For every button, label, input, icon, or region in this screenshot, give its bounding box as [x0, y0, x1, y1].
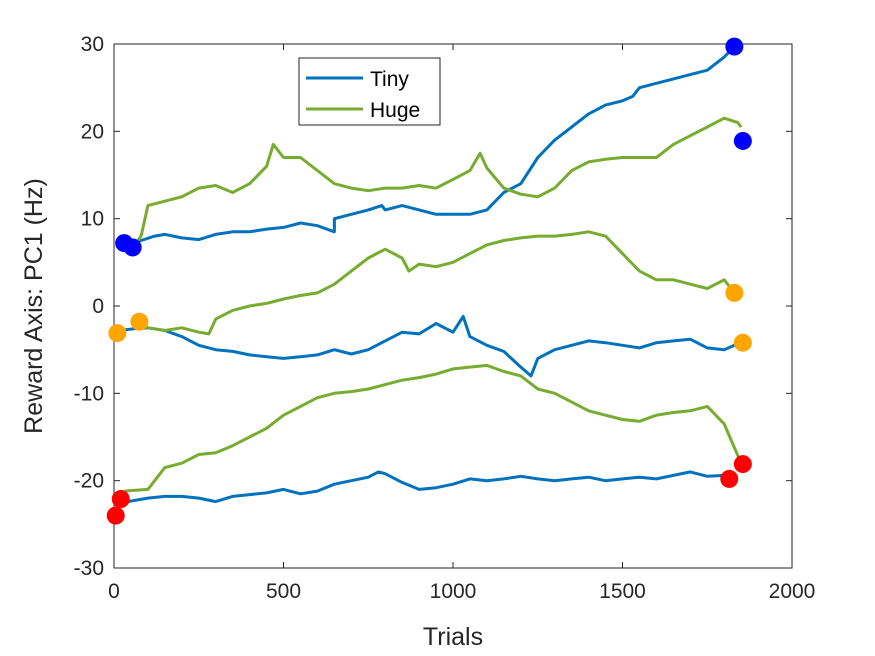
y-tick-label: 20 — [81, 120, 104, 143]
legend-label-tiny: Tiny — [370, 68, 409, 91]
end-marker — [733, 455, 752, 474]
y-tick-label: 30 — [81, 33, 104, 56]
start-marker — [123, 238, 142, 257]
series-line-huge — [137, 230, 736, 336]
start-marker — [111, 490, 130, 509]
y-tick-label: 0 — [92, 295, 104, 318]
y-axis-title: Reward Axis: PC1 (Hz) — [20, 178, 48, 434]
series-line-tiny — [116, 470, 731, 507]
x-tick-label: 500 — [266, 580, 301, 603]
end-marker — [725, 37, 744, 56]
series-line-tiny — [120, 315, 735, 378]
x-axis-title: Trials — [423, 623, 483, 651]
start-marker — [130, 312, 149, 331]
x-tick-label: 0 — [108, 580, 120, 603]
y-ticks: -30 -20 -10 0 10 20 30 — [74, 33, 792, 580]
end-marker — [725, 283, 744, 302]
x-tick-label: 2000 — [769, 580, 816, 603]
end-marker — [720, 469, 739, 488]
legend-label-huge: Huge — [370, 99, 420, 122]
y-tick-label: 10 — [81, 208, 104, 231]
axes-box — [113, 43, 793, 569]
y-tick-label: -20 — [74, 470, 104, 493]
end-marker — [733, 333, 752, 352]
legend: Tiny Huge — [298, 57, 441, 126]
y-tick-label: -10 — [74, 382, 104, 405]
y-tick-label: -30 — [74, 557, 104, 580]
series-line-huge — [133, 116, 743, 246]
series-line-huge — [124, 363, 743, 493]
x-tick-label: 1500 — [599, 580, 646, 603]
start-marker — [108, 324, 127, 343]
x-tick-label: 1000 — [430, 580, 477, 603]
marker-layer — [106, 37, 752, 525]
plot-area — [113, 43, 793, 569]
series-layer — [116, 45, 743, 507]
start-marker — [106, 506, 125, 525]
x-ticks: 0 500 1000 1500 2000 — [108, 44, 815, 603]
legend-box — [298, 57, 441, 126]
end-marker — [733, 131, 752, 150]
series-line-tiny — [123, 45, 736, 247]
